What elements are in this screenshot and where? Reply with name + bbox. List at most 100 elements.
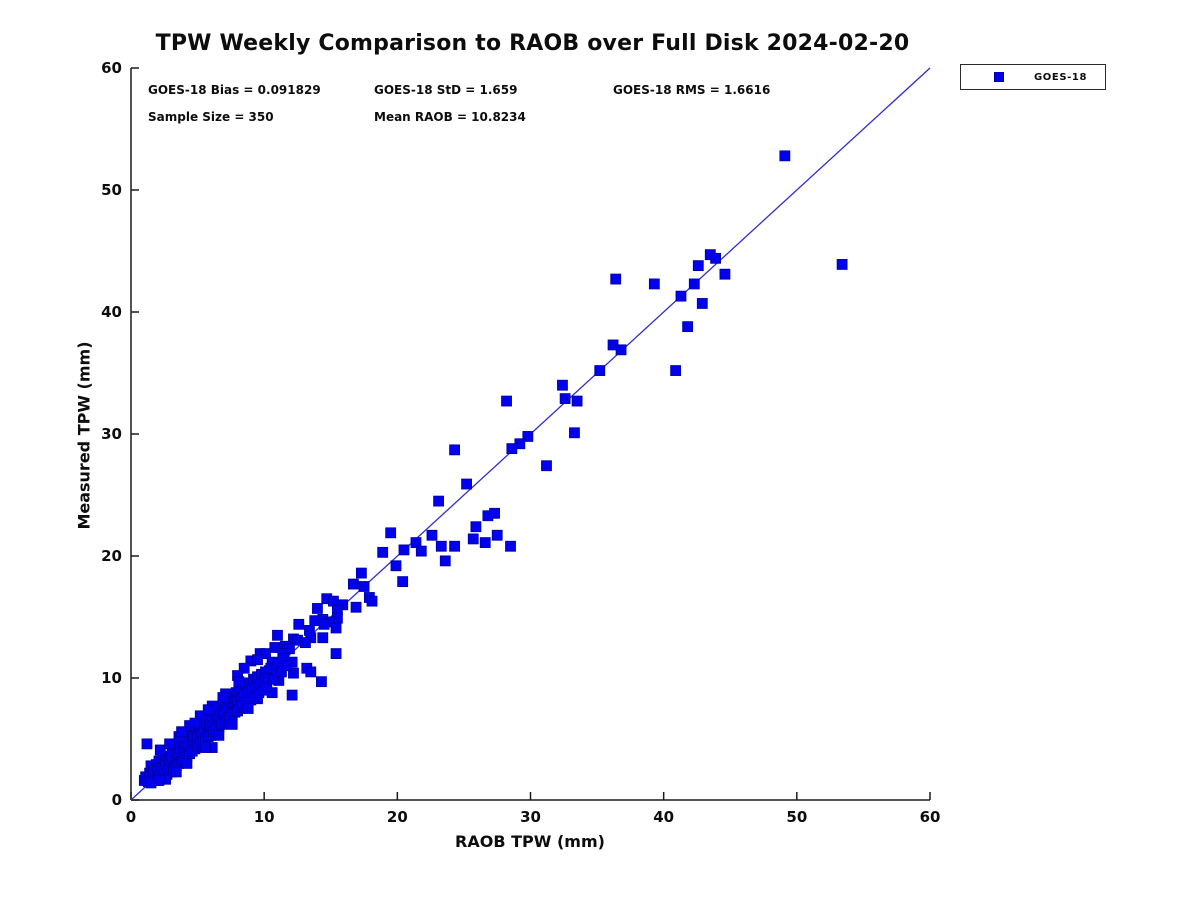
data-point-marker xyxy=(719,268,731,280)
data-point-marker xyxy=(377,546,389,558)
data-point-marker xyxy=(682,321,694,333)
data-point-marker xyxy=(610,273,622,285)
x-tick-label: 20 xyxy=(387,808,408,826)
data-point-marker xyxy=(557,379,568,391)
data-point-marker xyxy=(489,507,500,519)
data-point-marker xyxy=(293,618,305,630)
data-point-marker xyxy=(461,478,472,490)
data-point-marker xyxy=(449,444,460,456)
stat-bias: GOES-18 Bias = 0.091829 xyxy=(148,83,321,97)
stat-sample-size: Sample Size = 350 xyxy=(148,110,274,124)
data-point-marker xyxy=(300,637,311,649)
x-tick-label: 30 xyxy=(520,808,541,826)
y-tick-label: 20 xyxy=(101,547,122,565)
data-point-marker xyxy=(398,544,410,556)
data-point-marker xyxy=(153,775,165,786)
data-point-marker xyxy=(541,460,552,472)
data-point-marker xyxy=(390,560,402,572)
data-point-marker xyxy=(439,555,451,567)
data-point-marker xyxy=(648,278,660,290)
data-point-marker xyxy=(415,545,427,557)
stat-std: GOES-18 StD = 1.659 xyxy=(374,83,518,97)
stat-mean-raob: Mean RAOB = 10.8234 xyxy=(374,110,526,124)
data-point-marker xyxy=(317,632,329,644)
data-point-marker xyxy=(397,576,409,588)
data-point-marker xyxy=(433,495,445,507)
data-point-marker xyxy=(491,529,503,541)
data-point-marker xyxy=(176,726,188,738)
data-point-marker xyxy=(226,718,238,730)
data-point-marker xyxy=(501,395,512,407)
data-point-marker xyxy=(366,595,378,607)
data-point-marker xyxy=(181,758,193,769)
data-point-marker xyxy=(330,622,342,634)
data-point-marker xyxy=(467,533,479,545)
data-point-marker xyxy=(559,393,571,405)
data-point-marker xyxy=(615,344,627,356)
data-point-marker xyxy=(189,717,201,729)
data-point-marker xyxy=(449,540,460,552)
data-point-marker xyxy=(470,521,482,533)
data-point-marker xyxy=(286,689,298,701)
data-point-marker xyxy=(355,567,367,579)
y-tick-label: 30 xyxy=(101,425,122,443)
data-point-marker xyxy=(594,365,606,376)
data-point-marker xyxy=(272,629,283,641)
data-point-marker xyxy=(200,742,211,753)
data-point-marker xyxy=(260,648,271,659)
data-point-marker xyxy=(688,278,700,290)
data-point-marker xyxy=(281,660,293,672)
y-tick-label: 40 xyxy=(101,303,122,321)
data-point-marker xyxy=(426,529,438,541)
data-point-marker xyxy=(238,662,250,674)
x-tick-label: 50 xyxy=(786,808,807,826)
data-point-marker xyxy=(141,738,153,750)
data-point-marker xyxy=(170,766,182,778)
data-point-marker xyxy=(675,290,687,302)
x-tick-label: 60 xyxy=(920,808,941,826)
data-point-marker xyxy=(670,365,682,376)
data-point-marker xyxy=(164,738,176,750)
x-tick-label: 40 xyxy=(653,808,674,826)
y-tick-label: 10 xyxy=(101,669,122,687)
data-point-marker xyxy=(318,618,330,630)
data-point-marker xyxy=(347,578,359,590)
data-point-marker xyxy=(269,642,281,653)
y-axis-label: Measured TPW (mm) xyxy=(74,341,94,530)
data-point-marker xyxy=(316,676,327,688)
y-tick-label: 60 xyxy=(101,59,122,77)
y-tick-label: 0 xyxy=(112,791,122,809)
data-point-marker xyxy=(154,744,166,756)
data-point-marker xyxy=(505,540,516,552)
data-point-marker xyxy=(330,648,342,659)
data-point-marker xyxy=(522,431,534,442)
data-point-marker xyxy=(252,654,263,666)
data-point-marker xyxy=(571,395,583,407)
data-point-marker xyxy=(696,298,708,309)
stat-rms: GOES-18 RMS = 1.6616 xyxy=(613,83,771,97)
x-axis-label: RAOB TPW (mm) xyxy=(455,832,605,851)
data-point-marker xyxy=(304,625,315,636)
data-point-marker xyxy=(779,150,791,162)
x-tick-label: 10 xyxy=(254,808,275,826)
data-point-marker xyxy=(288,667,299,679)
data-point-marker xyxy=(836,259,848,270)
data-point-marker xyxy=(233,676,245,688)
data-point-marker xyxy=(312,603,323,614)
data-point-marker xyxy=(506,443,518,455)
x-tick-label: 0 xyxy=(126,808,136,826)
data-point-marker xyxy=(710,252,722,264)
data-point-marker xyxy=(350,601,362,613)
data-point-marker xyxy=(692,260,704,272)
y-tick-label: 50 xyxy=(101,181,122,199)
data-point-marker xyxy=(358,581,370,592)
chart-title: TPW Weekly Comparison to RAOB over Full … xyxy=(155,31,910,56)
data-point-marker xyxy=(217,692,229,703)
data-point-marker xyxy=(202,704,214,716)
data-point-marker xyxy=(242,703,254,714)
data-point-marker xyxy=(309,615,321,627)
legend-box: GOES-18 xyxy=(960,64,1106,90)
data-point-marker xyxy=(385,527,397,539)
